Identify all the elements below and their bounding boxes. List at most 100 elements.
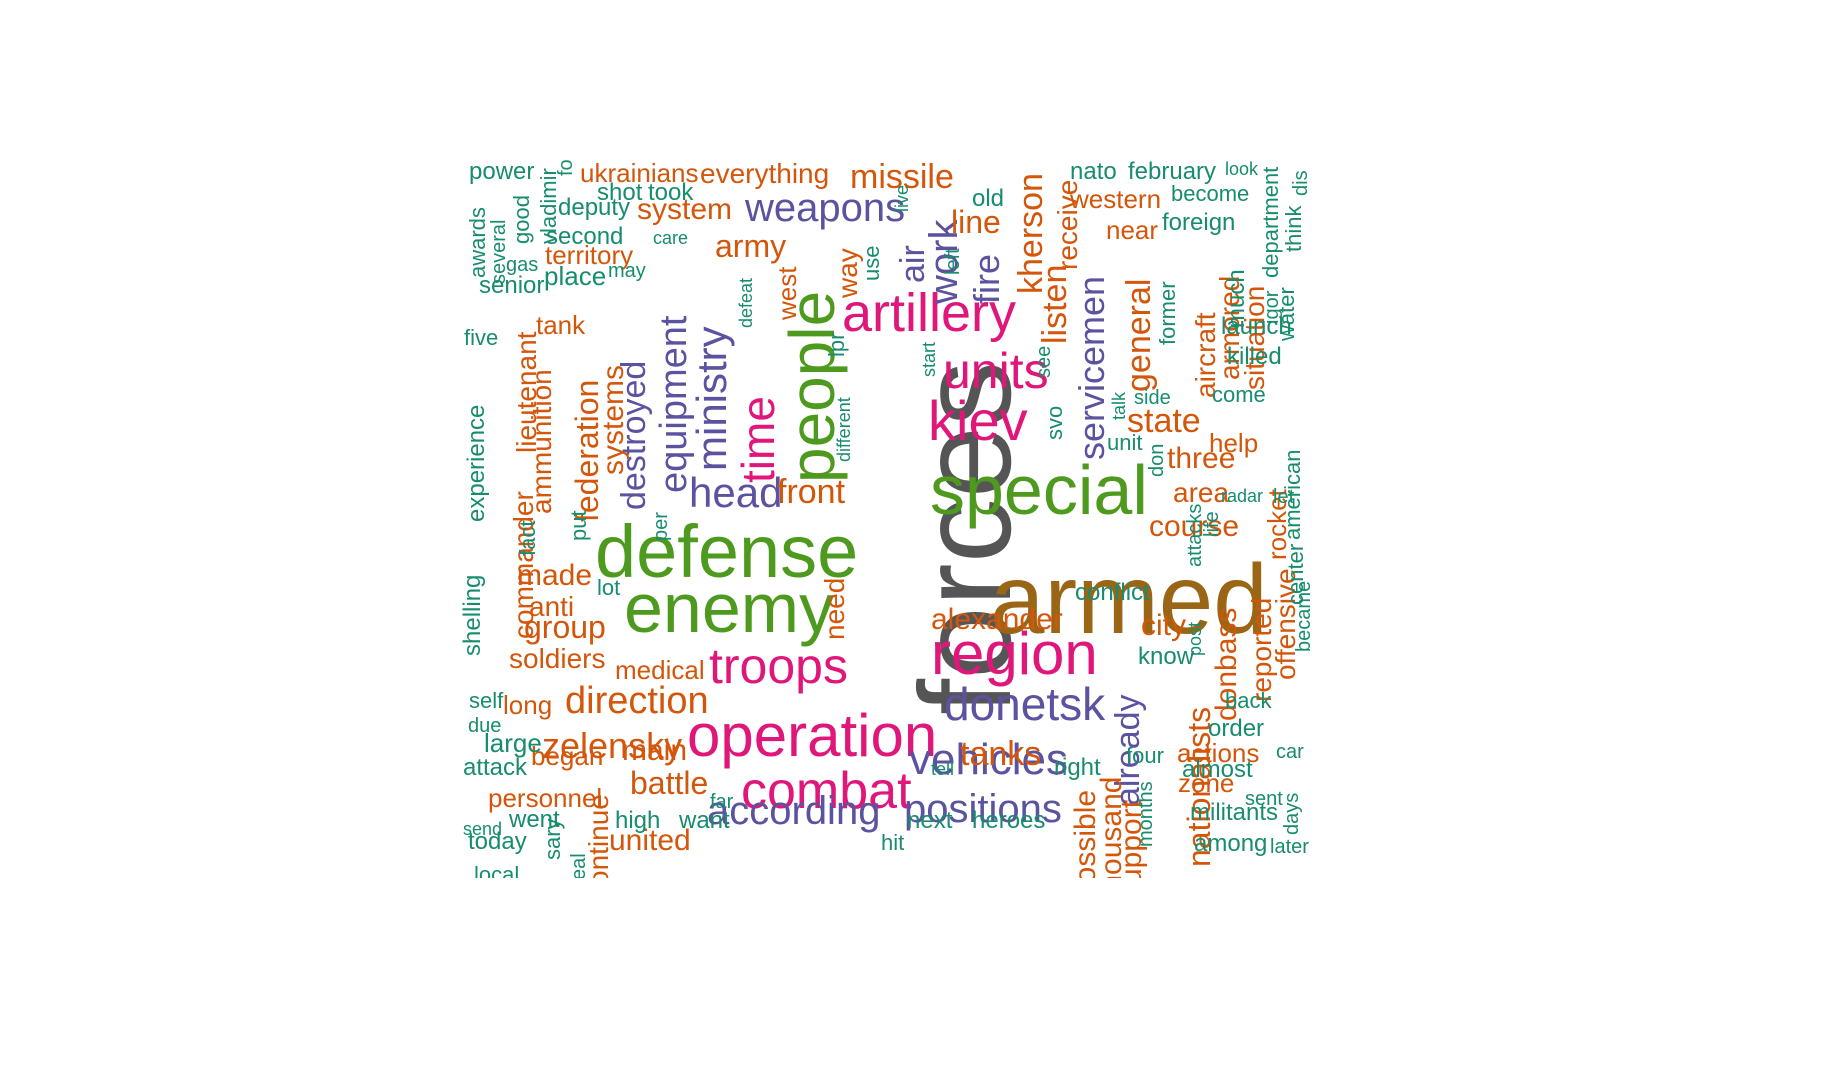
word-defense: defense [595, 510, 859, 593]
word-don: don [1146, 443, 1168, 477]
word-almost: almost [1182, 756, 1253, 783]
word-lpr: lpr [824, 332, 849, 357]
word-units: units [943, 343, 1049, 399]
word-life: life [1201, 511, 1223, 537]
word-commander: commander [508, 491, 539, 639]
word-began: began [531, 741, 604, 771]
word-next: next [907, 807, 953, 834]
word-order: order [1208, 715, 1265, 742]
word-want: want [679, 807, 730, 834]
word-main: main [622, 734, 688, 767]
word-experience: experience [463, 404, 490, 522]
word-among: among [1194, 830, 1268, 857]
word-think: think [1281, 205, 1306, 252]
word-sent: sent [1245, 788, 1283, 810]
word-become: become [1171, 181, 1250, 206]
word-went: went [509, 806, 560, 833]
word-dis: dis [1290, 170, 1312, 196]
word-radar: radar [1221, 486, 1264, 506]
word-army: army [715, 228, 787, 264]
word-according: according [707, 789, 881, 833]
word-kiev: kiev [928, 389, 1028, 452]
word-special: special [930, 451, 1148, 529]
word-city: city [1141, 609, 1186, 642]
word-eal: eal [568, 853, 590, 878]
word-west: west [772, 266, 802, 320]
word-actions: actions [1177, 738, 1260, 768]
word-three: three [1167, 442, 1236, 475]
word-western: western [1070, 184, 1162, 214]
word-car: car [1276, 741, 1304, 763]
word-large: large [484, 728, 542, 758]
word-care: care [653, 228, 689, 248]
word-everything: everything [700, 160, 830, 189]
word-zelensky: zelensky [542, 725, 683, 766]
word-use: use [859, 245, 884, 281]
word-medical: medical [615, 655, 705, 685]
word-nato: nato [1070, 160, 1117, 185]
word-personnel: personnel [488, 783, 603, 813]
word-vehicles: vehicles [909, 735, 1068, 784]
word-four: four [1126, 743, 1164, 768]
word-positions: positions [904, 787, 1062, 831]
word-gas: gas [506, 254, 539, 276]
word-department: department [1258, 166, 1283, 278]
word-ukrainians: ukrainians [580, 160, 699, 188]
word-come: come [1212, 382, 1266, 407]
word-talk: talk [1109, 391, 1129, 420]
word-systems: systems [597, 364, 630, 475]
word-head: head [689, 469, 783, 516]
word-unit: unit [1107, 430, 1143, 455]
word-senior: senior [479, 272, 545, 299]
word-see: see [1033, 345, 1055, 378]
word-operation: operation [687, 702, 938, 769]
word-start: start [919, 341, 939, 377]
word-send: send [463, 819, 503, 839]
word-alexander: alexander [931, 603, 1063, 636]
word-servicemen: servicemen [1071, 275, 1112, 460]
word-good: good [509, 195, 534, 244]
word-need: need [819, 577, 850, 640]
word-front: front [777, 473, 846, 511]
word-lieutenant: lieutenant [511, 331, 542, 453]
word-look: look [1225, 160, 1259, 179]
word-let: let [1273, 486, 1295, 508]
word-fire: fire [966, 253, 1007, 304]
word-fact: fact [515, 520, 540, 556]
word-tell: tell [931, 759, 955, 779]
word-killed: killed [1227, 343, 1282, 370]
word-help: help [1209, 428, 1259, 458]
word-united: united [609, 824, 691, 857]
word-zone: zone [1178, 768, 1235, 798]
word-local: local [474, 862, 520, 879]
word-per: per [650, 512, 672, 541]
word-near: near [1106, 215, 1159, 245]
word-became: became [1293, 580, 1315, 652]
word-know: know [1138, 643, 1195, 670]
word-power: power [469, 160, 535, 185]
word-may: may [608, 260, 646, 282]
word-way: way [832, 248, 863, 298]
word-defeat: defeat [736, 277, 756, 328]
word-old: old [972, 185, 1005, 212]
word-put: put [566, 510, 591, 541]
word-tanks: tanks [960, 735, 1042, 773]
word-svo: svo [1042, 405, 1067, 440]
word-armed: armed [990, 544, 1268, 654]
word-self: self [469, 688, 504, 713]
word-hit: hit [881, 830, 905, 855]
word-course: course [1149, 510, 1240, 543]
word-donetsk: donetsk [944, 678, 1106, 730]
word-foreign: foreign [1162, 209, 1236, 236]
word-made: made [517, 559, 593, 592]
word-enemy: enemy [624, 569, 835, 647]
word-attack: attack [463, 754, 528, 781]
word-launch: launch [1221, 313, 1292, 340]
word-five: five [464, 325, 499, 350]
word-later: later [1270, 836, 1309, 858]
word-anti: anti [529, 591, 575, 622]
word-shot: shot [597, 179, 643, 206]
word-troops: troops [709, 638, 848, 694]
word-awards: awards [465, 207, 490, 278]
word-weapons: weapons [745, 186, 906, 230]
